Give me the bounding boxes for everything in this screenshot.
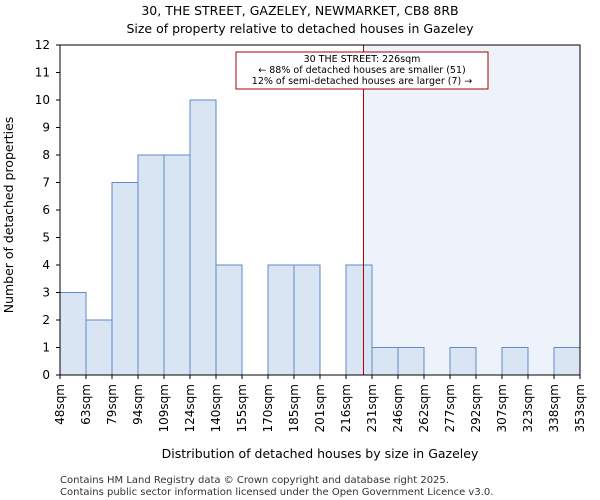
x-tick-label-262sqm: 262sqm [417, 384, 431, 432]
x-tick-label-48sqm: 48sqm [53, 384, 67, 425]
x-tick-label-353sqm: 353sqm [573, 384, 587, 432]
footer-line-2: Contains public sector information licen… [60, 487, 493, 498]
x-tick-label-63sqm: 63sqm [79, 384, 93, 425]
x-tick-label-201sqm: 201sqm [313, 384, 327, 432]
x-tick-label-155sqm: 155sqm [235, 384, 249, 432]
annotation-line-1: 30 THE STREET: 226sqm [304, 54, 421, 65]
bar-216sqm [345, 264, 373, 376]
bar-338sqm [553, 347, 581, 376]
x-tick-label-170sqm: 170sqm [261, 384, 275, 432]
y-tick-label-11: 11 [35, 66, 50, 80]
highlight-region [363, 45, 580, 375]
y-axis-label: Number of detached properties [1, 117, 16, 314]
bar-170sqm [267, 264, 295, 376]
chart-title: 30, THE STREET, GAZELEY, NEWMARKET, CB8 … [141, 3, 458, 18]
y-tick-label-6: 6 [42, 203, 50, 217]
y-tick-label-3: 3 [42, 286, 50, 300]
y-tick-label-0: 0 [42, 368, 50, 382]
x-tick-label-140sqm: 140sqm [209, 384, 223, 432]
footer-line-1: Contains HM Land Registry data © Crown c… [60, 475, 449, 486]
y-tick-label-12: 12 [35, 38, 50, 52]
bar-124sqm [189, 99, 217, 376]
annotation-box: 30 THE STREET: 226sqm ← 88% of detached … [235, 51, 489, 90]
bars-group [59, 99, 581, 376]
bar-79sqm [111, 182, 139, 376]
x-tick-label-109sqm: 109sqm [157, 384, 171, 432]
x-tick-label-323sqm: 323sqm [521, 384, 535, 432]
bar-277sqm [449, 347, 477, 376]
y-tick-label-9: 9 [42, 121, 50, 135]
y-tick-label-1: 1 [42, 341, 50, 355]
x-tick-label-277sqm: 277sqm [443, 384, 457, 432]
x-tick-label-231sqm: 231sqm [365, 384, 379, 432]
x-axis-label: Distribution of detached houses by size … [162, 446, 479, 461]
y-tick-label-10: 10 [35, 93, 50, 107]
bar-109sqm [163, 154, 191, 376]
x-tick-label-216sqm: 216sqm [339, 384, 353, 432]
x-tick-label-94sqm: 94sqm [131, 384, 145, 425]
annotation-line-3: 12% of semi-detached houses are larger (… [252, 76, 472, 87]
x-tick-label-79sqm: 79sqm [105, 384, 119, 425]
y-tick-label-5: 5 [42, 231, 50, 245]
y-tick-label-8: 8 [42, 148, 50, 162]
x-tick-label-292sqm: 292sqm [469, 384, 483, 432]
x-ticks-group: 48sqm 63sqm 79sqm 94sqm 109sqm 124sqm 140sqm 15… [53, 375, 587, 432]
annotation-line-2: ← 88% of detached houses are smaller (51… [258, 65, 465, 76]
annotation-border [235, 51, 489, 90]
chart-subtitle: Size of property relative to detached ho… [126, 21, 474, 36]
y-tick-label-2: 2 [42, 313, 50, 327]
x-tick-label-185sqm: 185sqm [287, 384, 301, 432]
bar-63sqm [85, 319, 113, 376]
x-tick-label-338sqm: 338sqm [547, 384, 561, 432]
x-tick-label-124sqm: 124sqm [183, 384, 197, 432]
x-tick-label-307sqm: 307sqm [495, 384, 509, 432]
y-tick-label-7: 7 [42, 176, 50, 190]
bar-48sqm [59, 292, 87, 376]
bar-231sqm [371, 347, 399, 376]
bar-307sqm [501, 347, 529, 376]
x-tick-label-246sqm: 246sqm [391, 384, 405, 432]
bar-94sqm [137, 154, 165, 376]
bar-140sqm [215, 264, 243, 376]
bar-246sqm [397, 347, 425, 376]
y-tick-label-4: 4 [42, 258, 50, 272]
bar-185sqm [293, 264, 321, 376]
